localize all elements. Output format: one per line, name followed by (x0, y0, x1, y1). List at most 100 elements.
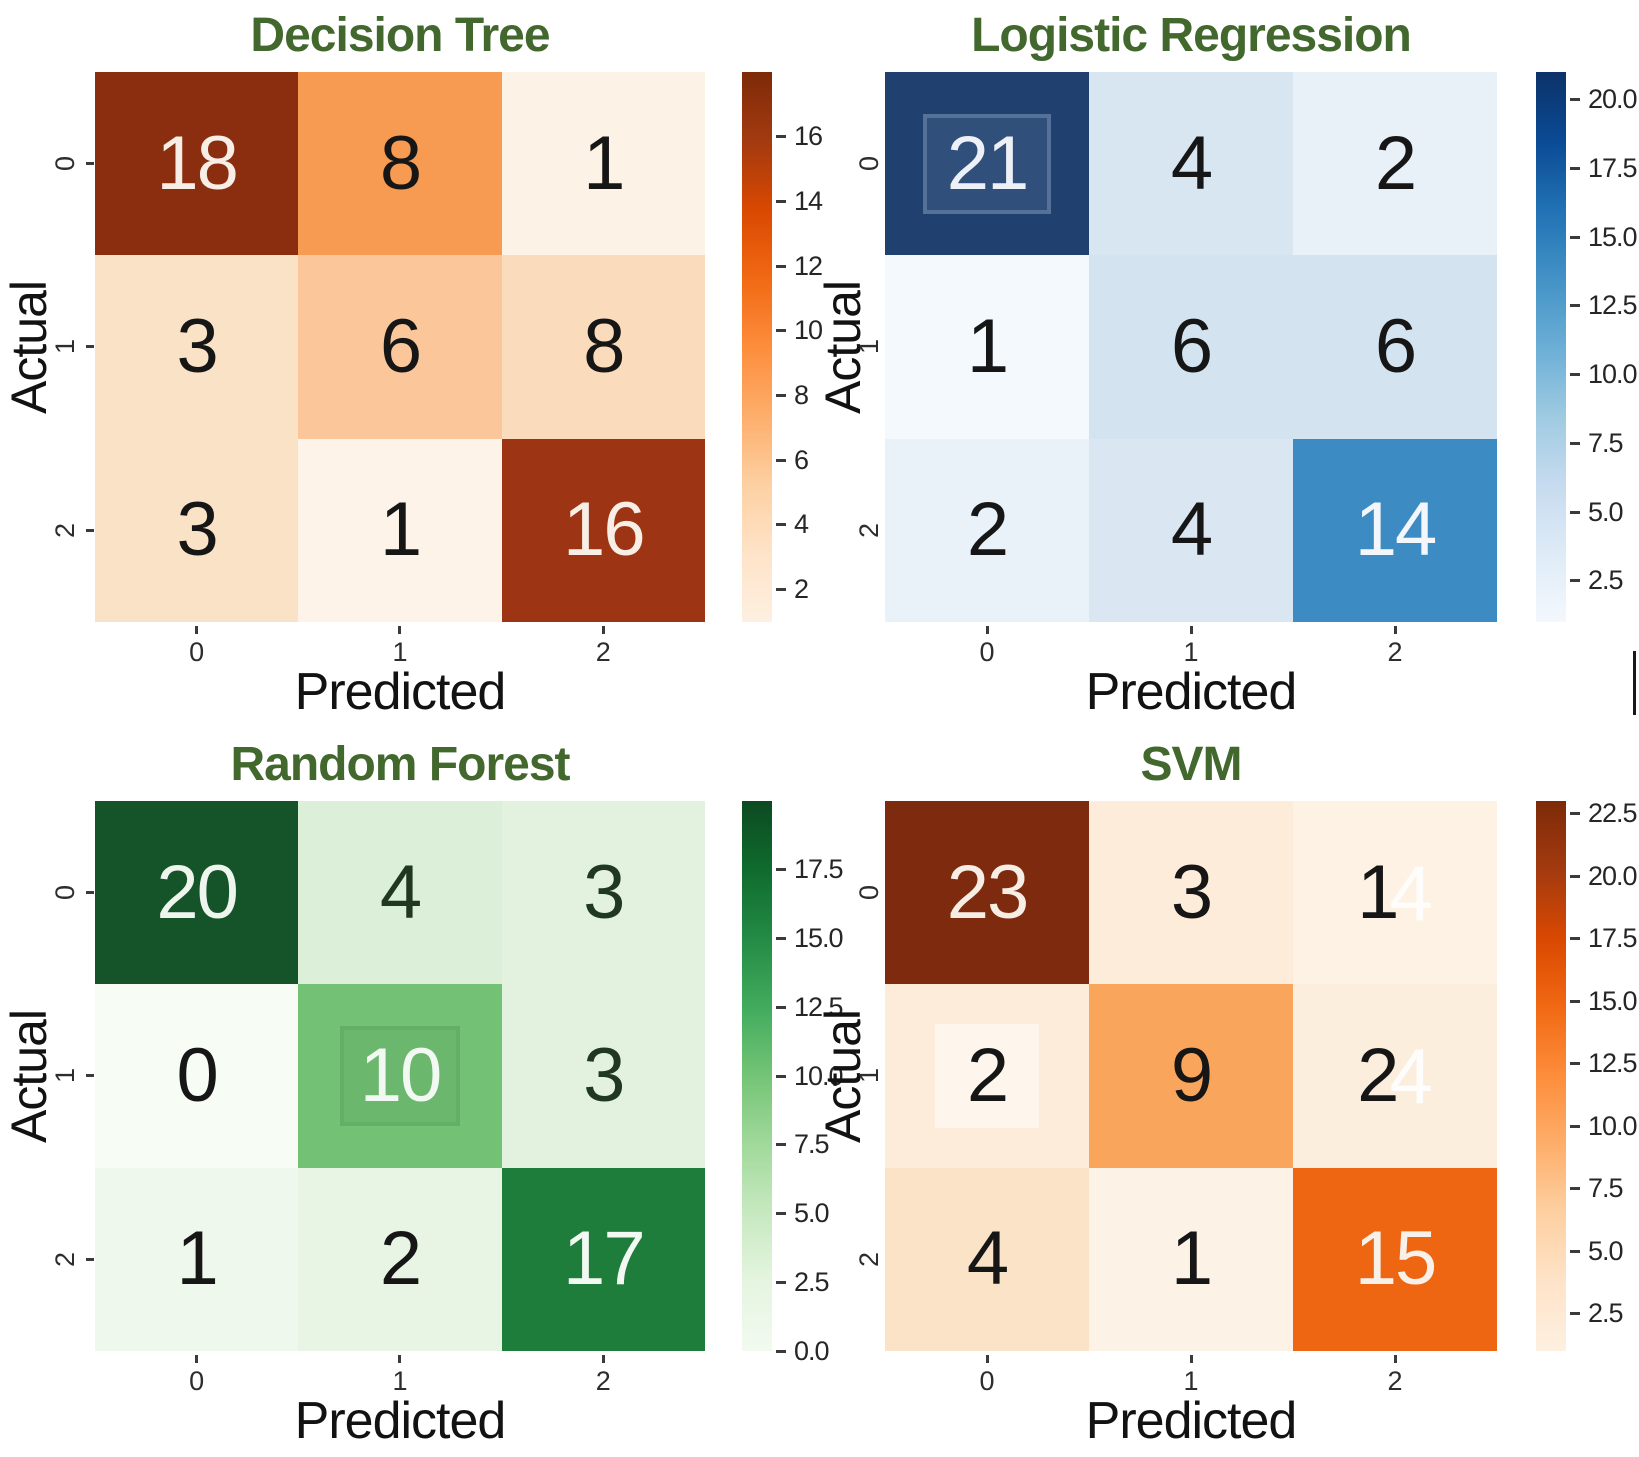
colorbar-tick-label: 10.0 (1588, 359, 1638, 389)
y-tick-mark (86, 1257, 94, 1261)
matrix-cell: 0 (95, 984, 299, 1168)
colorbar-tick-label: 17.5 (1588, 923, 1638, 953)
colorbar-tick-label: 22.5 (1588, 798, 1638, 828)
x-tick: 2 (502, 1355, 705, 1397)
colorbar-tick-mark (776, 523, 786, 527)
matrix-cell: 16 (501, 438, 705, 622)
colorbar-tick-mark (1570, 1062, 1580, 1065)
panel-title: SVM (1140, 738, 1242, 791)
matrix-cell: 1 (501, 72, 705, 256)
y-tick-mark (86, 1074, 94, 1078)
colorbar-tick-mark (776, 868, 786, 872)
colorbar-tick-label: 17.5 (794, 854, 844, 885)
colorbar-tick: 16 (776, 121, 823, 151)
colorbar-tick-mark (776, 937, 786, 940)
x-tick-label: 2 (1387, 1366, 1403, 1396)
colorbar-tick-label: 14 (794, 185, 823, 216)
colorbar-tick-mark (1570, 235, 1580, 239)
y-tick-label: 1 (854, 339, 884, 355)
x-tick: 0 (95, 626, 298, 668)
colorbar-tick-mark (776, 1349, 786, 1353)
y-tick-label: 0 (50, 156, 80, 172)
colorbar-tick-label: 2.5 (1588, 565, 1624, 596)
x-axis-label: Predicted (1085, 663, 1298, 721)
colorbar-tick-label: 12.5 (1588, 290, 1638, 321)
x-tick: 1 (1089, 626, 1293, 668)
cell-value: 1 (176, 1216, 219, 1302)
colorbar (1536, 72, 1566, 622)
colorbar-tick-mark (776, 329, 786, 333)
x-axis-label: Predicted (294, 1392, 507, 1450)
colorbar-ticks: 2.5 5.0 7.5 10.0 12.5 15.0 17.5 20.0 22.5 (1570, 798, 1639, 1351)
cell-value: 17 (563, 1216, 646, 1302)
colorbar-tick: 10.0 (1570, 1110, 1638, 1141)
colorbar-tick: 20.0 (1570, 84, 1638, 114)
colorbar-tick-mark (1570, 937, 1580, 940)
colorbar-tick-label: 12.5 (794, 991, 844, 1022)
colorbar-tick: 5.0 (776, 1198, 830, 1228)
matrix-cell: 9 (1089, 984, 1293, 1168)
y-tick-mark (86, 528, 94, 532)
matrix-cell: 4 (1089, 438, 1293, 622)
heatmap-grid: 20 4 3 0 10 3 1 2 17 (95, 801, 705, 1351)
y-tick-labels: 0 1 2 (50, 801, 94, 1351)
cell-value: 2 (966, 487, 1009, 573)
x-tick: 0 (885, 1355, 1089, 1397)
colorbar-tick: 10.0 (776, 1061, 844, 1091)
colorbar-tick-label: 15.0 (1588, 221, 1638, 252)
matrix-cell: 3 (95, 438, 299, 622)
colorbar-tick-mark (776, 588, 786, 592)
y-tick: 0 (50, 801, 94, 984)
colorbar-tick-mark (776, 1074, 786, 1078)
matrix-cell: 6 (1293, 255, 1497, 439)
colorbar-tick-label: 15.0 (1588, 985, 1638, 1016)
colorbar-tick: 6 (776, 445, 809, 475)
colorbar-tick-label: 12 (794, 250, 823, 281)
x-tick-mark (1189, 626, 1193, 634)
cell-value: 3 (1170, 849, 1213, 935)
x-tick-labels: 0 1 2 (885, 626, 1497, 668)
cell-value: 3 (583, 849, 625, 935)
x-tick-label: 0 (189, 1366, 205, 1396)
colorbar-ticks: 0.0 2.5 5.0 7.5 10.0 12.5 15.0 17.5 (776, 801, 866, 1366)
x-tick-label: 1 (392, 1366, 408, 1396)
x-tick: 1 (1089, 1355, 1293, 1397)
x-tick: 0 (95, 1355, 298, 1397)
cell-value: 2 (966, 1032, 1009, 1118)
colorbar-tick-label: 5.0 (1588, 1235, 1624, 1266)
colorbar-tick-label: 5.0 (794, 1198, 830, 1228)
x-tick-mark (1393, 1355, 1397, 1363)
heatmap-grid: 21 4 2 1 6 6 2 4 14 (885, 72, 1497, 622)
y-tick-label: 2 (854, 522, 884, 538)
panel-logistic-regression: Logistic Regression Actual 0 1 2 21 4 2 1 6 6 2 4 14 2… (815, 0, 1639, 728)
matrix-cell: 3 (1089, 801, 1293, 985)
cell-value: 3 (176, 487, 219, 573)
cell-value: 1 (1170, 1216, 1213, 1302)
colorbar-tick-label: 5.0 (1588, 496, 1624, 527)
colorbar-tick-mark (1570, 874, 1580, 878)
matrix-cell: 2 (885, 984, 1089, 1168)
matrix-cell: 3 (501, 801, 705, 985)
colorbar-tick: 2 (776, 574, 809, 604)
colorbar-tick: 5.0 (1570, 1235, 1624, 1266)
x-tick: 2 (1293, 1355, 1497, 1397)
colorbar-tick-label: 10.0 (1588, 1110, 1638, 1141)
colorbar-tick: 2.5 (1570, 1298, 1624, 1328)
colorbar-tick-mark (776, 199, 786, 203)
cell-value: 21 (922, 113, 1052, 214)
colorbar-tick-mark (776, 264, 786, 268)
colorbar-tick-mark (1570, 166, 1580, 170)
cell-value: 20 (156, 849, 239, 935)
y-tick-mark (86, 891, 94, 895)
x-tick-mark (195, 1355, 199, 1363)
cell-value: 18 (156, 120, 239, 206)
colorbar-tick-label: 2.5 (794, 1266, 830, 1297)
panel-svm: SVM Actual 0 1 2 23 3 1 4 2 9 2 4 4 1 15 2.5 5.0 7.5 10.0 12… (815, 729, 1639, 1457)
cell-value: 10 (339, 1025, 461, 1126)
colorbar-tick: 5.0 (1570, 496, 1624, 527)
cell-value: 4 (379, 849, 422, 935)
colorbar-tick-label: 15.0 (794, 923, 844, 953)
colorbar-tick: 0.0 (776, 1336, 830, 1366)
cell-value: 4 (1170, 120, 1213, 206)
cell-value: 4 (966, 1216, 1009, 1302)
